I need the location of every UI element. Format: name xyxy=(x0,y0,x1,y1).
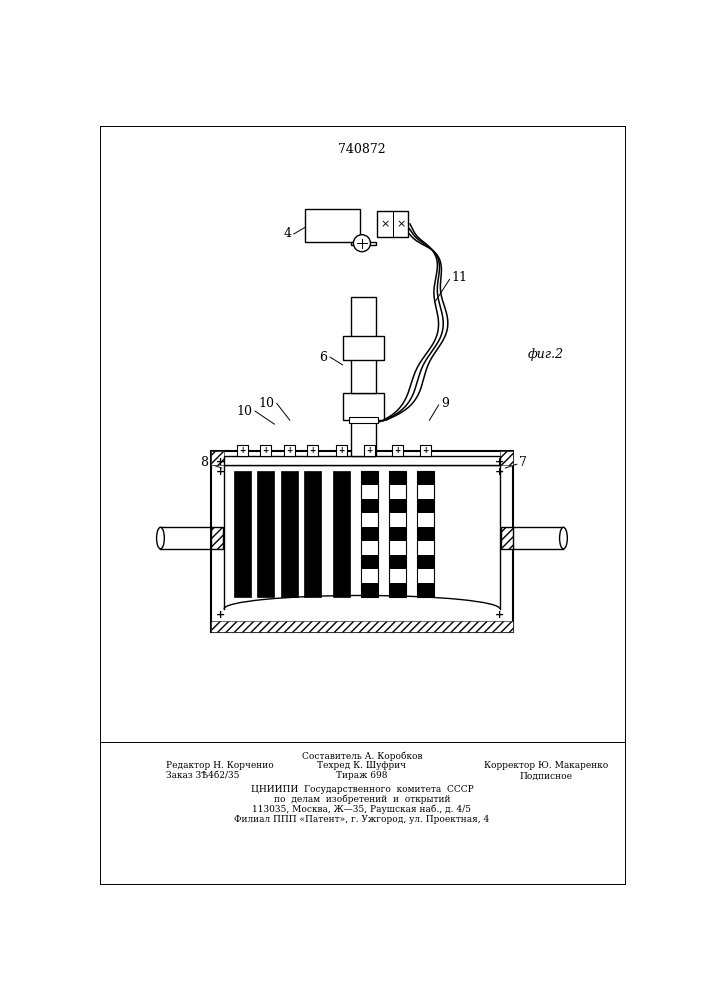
Bar xyxy=(389,499,406,513)
Text: Подписное: Подписное xyxy=(519,771,572,780)
Ellipse shape xyxy=(156,527,164,549)
Bar xyxy=(351,297,376,393)
Text: Заказ 3Ѣ4б2/35: Заказ 3Ѣ4б2/35 xyxy=(166,771,240,780)
Bar xyxy=(333,471,351,597)
Text: 9: 9 xyxy=(441,397,449,410)
Bar xyxy=(361,583,378,597)
Bar xyxy=(364,445,375,456)
Text: 10: 10 xyxy=(237,405,252,418)
Text: ×: × xyxy=(396,219,405,229)
Bar xyxy=(234,471,251,597)
Bar xyxy=(389,583,406,597)
Bar xyxy=(284,445,295,456)
Text: Тираж 698: Тираж 698 xyxy=(337,771,387,780)
Bar xyxy=(224,456,500,465)
Text: ЦНИИПИ  Государственного  комитета  СССР: ЦНИИПИ Государственного комитета СССР xyxy=(250,785,473,794)
Text: 113035, Москва, Ж—35, Раушская наб., д. 4/5: 113035, Москва, Ж—35, Раушская наб., д. … xyxy=(252,805,472,814)
Bar xyxy=(305,209,360,242)
Text: +: + xyxy=(395,446,401,455)
Bar xyxy=(389,555,406,569)
Text: 11: 11 xyxy=(451,271,467,284)
Bar xyxy=(378,211,409,237)
Text: +: + xyxy=(286,446,292,455)
Bar xyxy=(260,445,271,456)
Bar xyxy=(361,527,378,541)
Text: Редактор Н. Корченио: Редактор Н. Корченио xyxy=(166,761,274,770)
Text: по  делам  изобретений  и  открытий: по делам изобретений и открытий xyxy=(274,795,450,804)
Polygon shape xyxy=(211,620,513,632)
Text: ×: × xyxy=(380,219,390,229)
Bar xyxy=(392,445,403,456)
Bar xyxy=(337,445,347,456)
Text: 740872: 740872 xyxy=(338,143,386,156)
Text: 4: 4 xyxy=(284,227,291,240)
Bar xyxy=(237,445,248,456)
Text: Корректор Ю. Макаренко: Корректор Ю. Макаренко xyxy=(484,761,608,770)
Text: +: + xyxy=(216,457,225,467)
Bar xyxy=(344,393,384,420)
Text: +: + xyxy=(216,610,225,620)
Bar xyxy=(389,527,406,541)
Text: фиг.2: фиг.2 xyxy=(527,348,563,361)
Text: Техред К. Шуфрич: Техред К. Шуфрич xyxy=(317,761,407,770)
Bar xyxy=(417,583,434,597)
Text: +: + xyxy=(366,446,373,455)
Bar xyxy=(211,451,513,632)
Bar xyxy=(417,527,434,541)
Bar xyxy=(351,420,376,456)
Bar xyxy=(361,471,378,597)
Bar xyxy=(304,471,321,597)
Bar xyxy=(281,471,298,597)
Text: +: + xyxy=(339,446,345,455)
Text: 10: 10 xyxy=(258,397,274,410)
Polygon shape xyxy=(211,527,223,549)
Text: +: + xyxy=(240,446,246,455)
Bar xyxy=(417,555,434,569)
Text: +: + xyxy=(263,446,269,455)
Bar xyxy=(417,471,434,485)
Bar xyxy=(417,471,434,597)
Text: +: + xyxy=(422,446,428,455)
Bar xyxy=(501,527,513,549)
Text: 8: 8 xyxy=(201,456,209,469)
Bar xyxy=(351,242,376,245)
Text: Филиал ППП «Патент», г. Ужгород, ул. Проектная, 4: Филиал ППП «Патент», г. Ужгород, ул. Про… xyxy=(234,815,489,824)
Text: +: + xyxy=(494,467,504,477)
Text: +: + xyxy=(494,457,504,467)
Bar xyxy=(417,499,434,513)
Ellipse shape xyxy=(559,527,567,549)
Bar xyxy=(349,417,378,423)
Text: 6: 6 xyxy=(319,351,327,364)
Bar xyxy=(389,471,406,485)
Text: +: + xyxy=(494,610,504,620)
Polygon shape xyxy=(501,527,513,549)
Bar xyxy=(257,471,274,597)
Bar xyxy=(361,499,378,513)
Text: +: + xyxy=(216,467,225,477)
Bar xyxy=(307,445,317,456)
Bar xyxy=(361,555,378,569)
Circle shape xyxy=(354,235,370,252)
Text: +: + xyxy=(309,446,315,455)
Bar xyxy=(344,336,384,360)
Text: 7: 7 xyxy=(519,456,527,469)
Bar xyxy=(361,471,378,485)
Text: Составитель А. Коробков: Составитель А. Коробков xyxy=(302,751,422,761)
Polygon shape xyxy=(500,451,513,465)
Bar xyxy=(389,471,406,597)
Polygon shape xyxy=(211,451,224,465)
Bar xyxy=(211,527,223,549)
Bar xyxy=(420,445,431,456)
